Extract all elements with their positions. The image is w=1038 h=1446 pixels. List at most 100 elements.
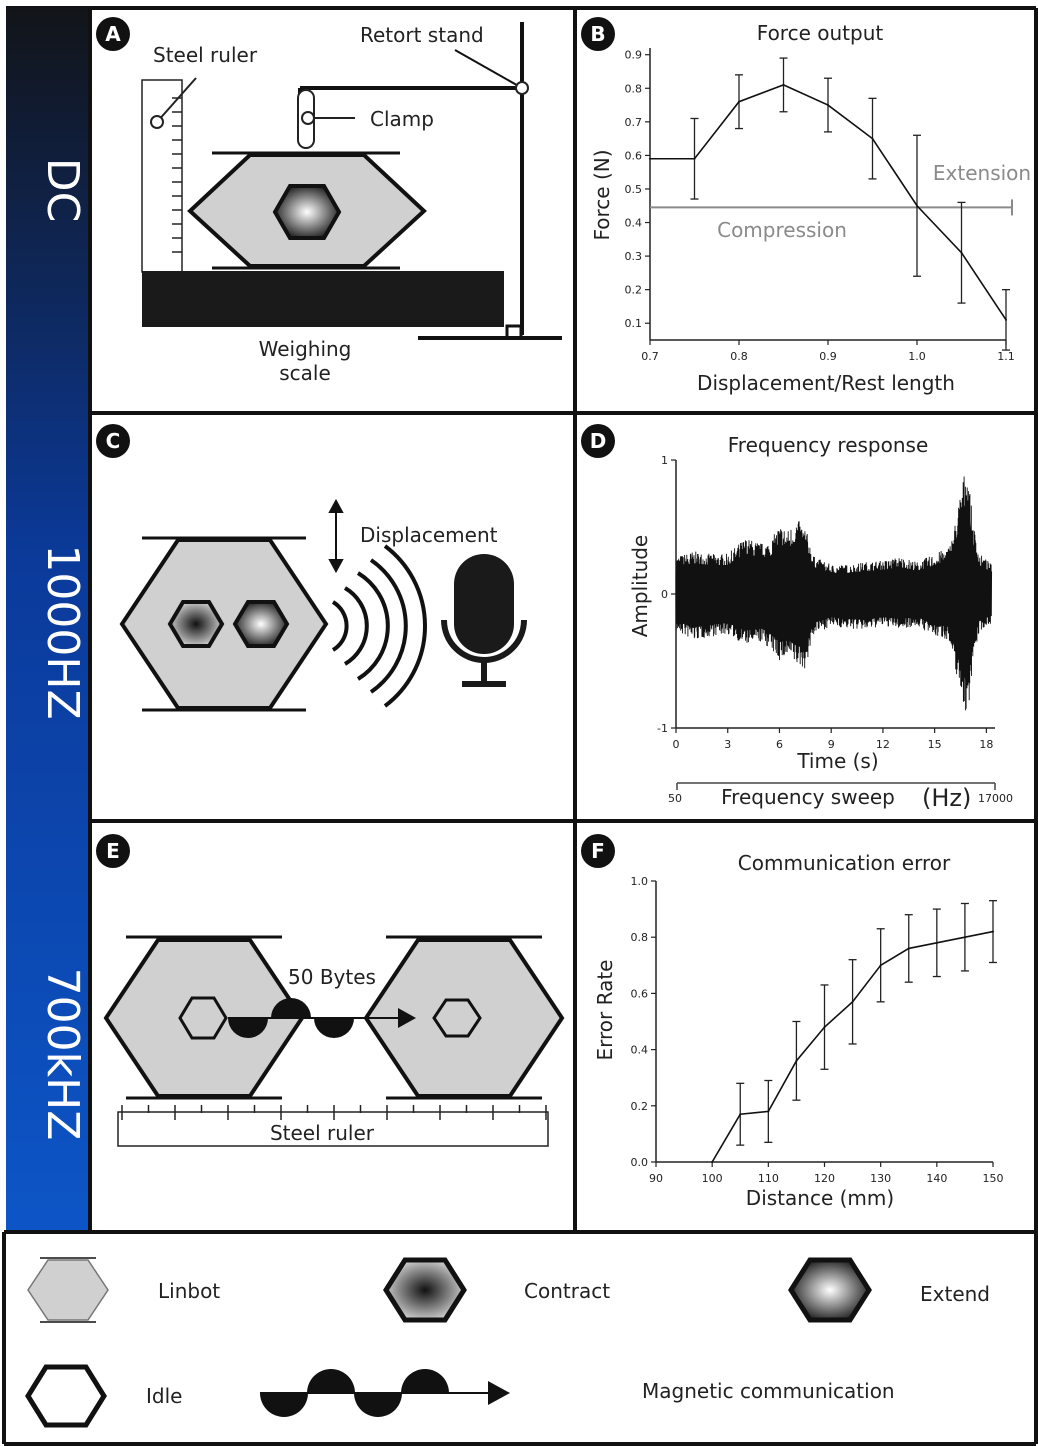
chart-f-point [879, 964, 882, 967]
chart-d-ytick-label: 1 [661, 454, 668, 467]
chart-b-ytick-label: 0.4 [625, 217, 643, 230]
legend-linbot-label: Linbot [158, 1279, 220, 1303]
panel-letter-e: E [106, 839, 120, 863]
label-steel-ruler-a: Steel ruler [153, 43, 258, 67]
ruler-e-ticks [121, 1105, 547, 1120]
chart-f-point [795, 1059, 798, 1062]
sweep-end: 17000 [978, 792, 1013, 805]
magnetic-signal-e [228, 998, 416, 1038]
legend-linbot-icon [27, 1259, 109, 1321]
steel-ruler-e [117, 1111, 549, 1147]
chart-b-xlabel: Displacement/Rest length [697, 371, 955, 395]
chart-b-ytick-label: 0.2 [625, 284, 643, 297]
chart-d-ytick-label: 0 [661, 588, 668, 601]
chart-b-xtick-label: 0.8 [730, 350, 748, 363]
chart-b-point [871, 137, 874, 140]
panel-letter-f: F [591, 839, 605, 863]
legend-contract-icon [383, 1257, 467, 1323]
chart-f-ytick-label: 0.4 [631, 1044, 649, 1057]
chart-b-ytick-label: 0.3 [625, 250, 643, 263]
panel-letter-c: C [106, 429, 121, 453]
contract-actuator-c [167, 600, 225, 648]
chart-f-ylabel: Error Rate [593, 960, 617, 1061]
chart-f-point [823, 1026, 826, 1029]
panel-letter-d: D [590, 429, 607, 453]
chart-b-point [960, 251, 963, 254]
panel-grid [2, 6, 1038, 1446]
chart-b-point [782, 83, 785, 86]
chart-b-point [693, 157, 696, 160]
legend-contract-label: Contract [524, 1279, 610, 1303]
chart-b-point [1005, 318, 1007, 321]
extend-actuator-c [232, 600, 290, 648]
chart-b-title: Force output [757, 21, 884, 45]
label-weighing-scale-2: scale [279, 361, 331, 385]
label-steel-ruler-e: Steel ruler [270, 1121, 375, 1145]
panel-letter-a: A [105, 22, 121, 46]
chart-f-xtick-label: 130 [870, 1172, 891, 1185]
chart-f-ytick-label: 0.6 [631, 987, 649, 1000]
legend-magnetic-label: Magnetic communication [642, 1379, 895, 1403]
chart-f-point [907, 947, 910, 950]
legend-idle-icon [25, 1364, 107, 1428]
chart-b-point [916, 204, 918, 207]
chart-f-xtick-label: 120 [814, 1172, 835, 1185]
panel-a-setup: Steel ruler Retort stand Clamp Weighing … [141, 22, 562, 385]
label-weighing-scale-1: Weighing [259, 337, 352, 361]
idle-actuator-e-right [432, 998, 482, 1038]
panel-f-error-chart: Communication error Distance (mm) Error … [593, 851, 1004, 1210]
sound-waves [331, 544, 427, 708]
chart-f-xtick-label: 110 [758, 1172, 779, 1185]
chart-f-point [851, 1000, 854, 1003]
chart-d-xtick-label: 18 [979, 738, 993, 751]
chart-d-signal-core [676, 499, 992, 687]
chart-b-xtick-label: 0.7 [641, 350, 659, 363]
panel-e-setup: 50 Bytes Steel ruler [103, 935, 565, 1147]
chart-b-ytick-label: 0.1 [625, 317, 643, 330]
chart-d-xtick-label: 0 [673, 738, 680, 751]
chart-f-ytick-label: 0.0 [631, 1156, 649, 1169]
chart-d-ytick-label: -1 [657, 722, 668, 735]
chart-b-ytick-label: 0.5 [625, 183, 643, 196]
chart-b-xtick-label: 1.1 [997, 350, 1015, 363]
panel-d-frequency-chart: Frequency response Time (s) Amplitude 1 0… [628, 433, 1013, 812]
panel-letters: A B C D E F [96, 17, 615, 868]
chart-d-xtick-label: 3 [724, 738, 731, 751]
chart-b-annotation-extension: Extension [933, 161, 1031, 185]
chart-b-xtick-label: 0.9 [819, 350, 837, 363]
chart-f-point [992, 930, 994, 933]
sweep-unit: (Hz) [922, 784, 971, 812]
legend-idle-label: Idle [146, 1384, 182, 1408]
microphone-icon [441, 554, 527, 687]
chart-f-point [767, 1110, 770, 1113]
panel-b-force-chart: Force output Displacement/Rest length Fo… [590, 21, 1031, 395]
chart-d-xtick-label: 9 [828, 738, 835, 751]
chart-b-ytick-label: 0.8 [625, 82, 643, 95]
linbot-hexagon-e-left [103, 938, 305, 1098]
chart-f-point [963, 936, 966, 939]
panel-letter-b: B [590, 22, 605, 46]
label-clamp: Clamp [370, 107, 434, 131]
chart-f-xtick-label: 100 [702, 1172, 723, 1185]
chart-b-point [649, 157, 651, 160]
chart-b-ytick-label: 0.7 [625, 116, 643, 129]
label-50-bytes: 50 Bytes [288, 965, 376, 989]
legend-extend-icon [788, 1257, 872, 1323]
chart-b-ytick-label: 0.9 [625, 49, 643, 62]
chart-d-title: Frequency response [728, 433, 929, 457]
label-displacement: Displacement [360, 523, 498, 547]
chart-f-ytick-label: 0.8 [631, 931, 649, 944]
chart-f-point [739, 1113, 742, 1116]
chart-b-annotation-compression: Compression [717, 218, 847, 242]
panel-c-setup: Displacement [119, 498, 527, 712]
sidebar-label-700khz: 700kHZ [37, 968, 88, 1141]
chart-f-point [711, 1161, 714, 1163]
chart-b-point [827, 104, 829, 107]
sidebar-label-1000hz: 1000HZ [37, 544, 88, 719]
weighing-scale [142, 271, 504, 327]
chart-f-xlabel: Distance (mm) [746, 1186, 894, 1210]
chart-f-point [935, 941, 938, 944]
chart-b-ytick-label: 0.6 [625, 149, 643, 162]
chart-d-xlabel: Time (s) [796, 749, 878, 773]
